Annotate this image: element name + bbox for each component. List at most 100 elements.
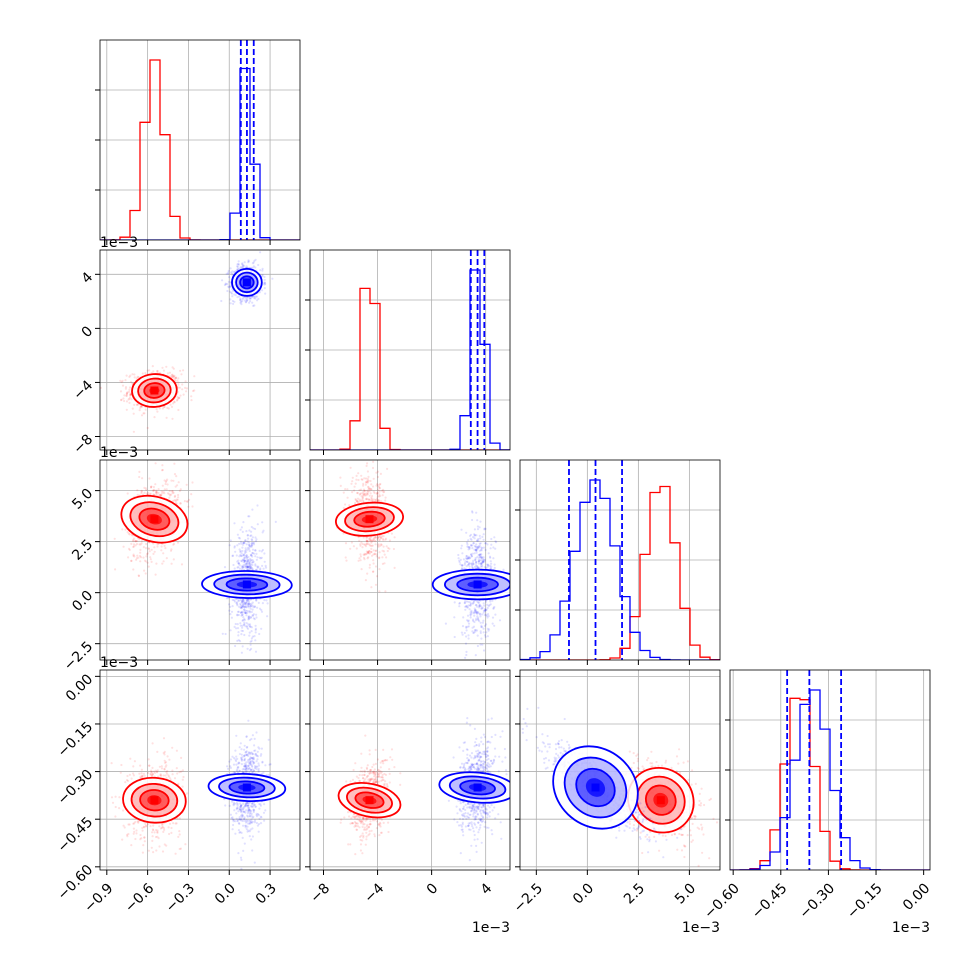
sample-point	[374, 540, 377, 543]
sample-point	[479, 563, 482, 566]
axes-frame	[309, 459, 511, 661]
sample-point	[248, 565, 252, 568]
sample-point	[246, 565, 249, 568]
sample-point	[120, 399, 123, 402]
sample-point	[132, 765, 135, 768]
sample-point	[381, 535, 384, 538]
sample-point	[465, 604, 468, 608]
sample-point	[469, 616, 472, 619]
sample-point	[142, 844, 145, 847]
sample-point	[245, 625, 249, 628]
sample-point	[480, 546, 483, 549]
sample-point	[380, 500, 383, 503]
sample-point	[467, 539, 470, 542]
sample-point	[373, 553, 376, 556]
sample-point	[480, 605, 483, 608]
sample-point	[177, 377, 180, 380]
sample-point	[229, 605, 232, 608]
sample-point	[170, 831, 173, 834]
sample-point	[493, 566, 496, 569]
sample-point	[254, 631, 257, 634]
sample-point	[226, 282, 229, 286]
sample-point	[481, 643, 484, 646]
sample-point	[368, 563, 371, 566]
sample-point	[156, 545, 159, 548]
sample-point	[382, 550, 386, 553]
sample-point	[474, 630, 477, 633]
sample-point	[149, 772, 152, 775]
sample-point	[140, 489, 143, 492]
sample-point	[264, 282, 267, 285]
sample-point	[479, 542, 482, 545]
sample-point	[248, 617, 251, 620]
sample-point	[227, 285, 230, 288]
sample-point	[244, 611, 247, 614]
sample-point	[132, 772, 135, 775]
sample-point	[247, 598, 250, 601]
sample-point	[245, 599, 248, 602]
sample-point	[160, 549, 163, 552]
sample-point	[363, 489, 366, 493]
sample-point	[224, 283, 228, 286]
sample-point	[238, 605, 241, 608]
sample-point	[248, 544, 251, 547]
sample-point	[190, 493, 193, 496]
sample-point	[377, 495, 381, 498]
sample-point	[477, 560, 481, 563]
sample-point	[371, 499, 374, 502]
sample-point	[176, 379, 179, 382]
sample-point	[461, 552, 464, 555]
sample-point	[369, 538, 372, 542]
sample-point	[475, 545, 478, 548]
sample-point	[364, 579, 367, 582]
sample-point	[370, 488, 373, 491]
sample-point	[131, 373, 134, 376]
sample-point	[177, 481, 180, 484]
sample-point	[373, 539, 376, 542]
sample-point	[183, 500, 186, 503]
sample-point	[484, 542, 488, 545]
sample-point	[263, 281, 266, 284]
sample-point	[236, 560, 239, 563]
sample-point	[359, 488, 363, 491]
sample-point	[373, 552, 376, 555]
sample-point	[368, 552, 371, 555]
sample-point	[135, 557, 138, 560]
sample-point	[153, 550, 156, 553]
sample-point	[372, 570, 375, 573]
sample-point	[172, 479, 175, 482]
sample-point	[358, 493, 361, 496]
sample-point	[357, 536, 360, 539]
sample-point	[461, 564, 464, 567]
sample-point	[384, 590, 387, 593]
sample-point	[251, 539, 254, 542]
sample-point	[378, 556, 381, 559]
sample-point	[467, 622, 471, 625]
sample-point	[245, 622, 248, 625]
sample-point	[475, 565, 479, 568]
sample-point	[366, 481, 369, 484]
sample-point	[128, 390, 131, 393]
sample-point	[362, 493, 365, 496]
sample-point	[170, 405, 174, 408]
sample-point	[378, 535, 381, 538]
sample-point	[468, 546, 471, 549]
sample-point	[240, 303, 243, 306]
sample-point	[355, 478, 358, 481]
sample-point	[368, 566, 371, 569]
sample-point	[362, 556, 366, 559]
sample-point	[247, 604, 250, 607]
sample-point	[482, 619, 485, 622]
sample-point	[472, 619, 475, 622]
sample-point	[479, 559, 482, 562]
sample-point	[365, 492, 368, 495]
sample-point	[251, 614, 254, 617]
sample-point	[160, 494, 163, 497]
sample-point	[354, 502, 357, 505]
sample-point	[239, 540, 243, 543]
sample-point	[473, 552, 476, 555]
sample-point	[492, 557, 495, 560]
sample-point	[233, 293, 236, 296]
sample-point	[177, 493, 180, 497]
sample-point	[164, 480, 167, 484]
